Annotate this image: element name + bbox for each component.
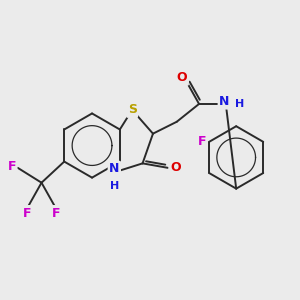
Text: H: H — [235, 99, 244, 109]
Text: F: F — [8, 160, 16, 173]
Text: H: H — [110, 181, 119, 191]
Text: S: S — [128, 103, 137, 116]
Text: F: F — [197, 135, 206, 148]
Text: O: O — [170, 161, 181, 174]
Text: N: N — [109, 162, 119, 175]
Text: O: O — [177, 71, 188, 84]
Text: F: F — [52, 206, 61, 220]
Text: F: F — [22, 206, 31, 220]
Text: N: N — [219, 95, 230, 108]
